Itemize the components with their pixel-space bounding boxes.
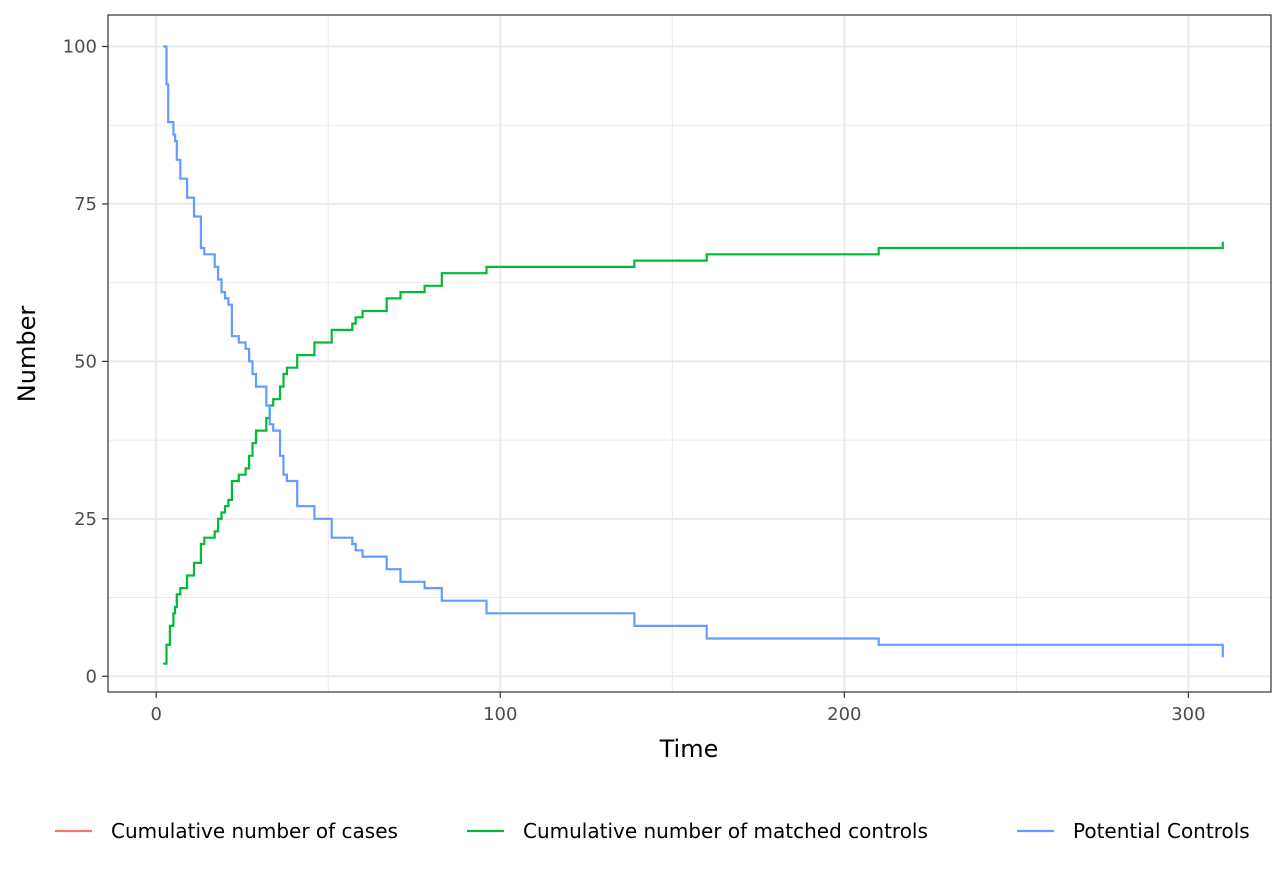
plot-panel-border [107, 14, 1272, 693]
major-gridlines [108, 15, 1271, 692]
y-tick-label: 50 [74, 351, 97, 372]
y-axis-ticks: 0 25 50 75 100 [63, 36, 108, 687]
x-tick-label: 0 [150, 704, 161, 725]
x-axis-title: Time [659, 735, 719, 763]
y-axis-title: Number [13, 306, 41, 403]
series-line-2 [163, 45, 1224, 658]
minor-gridlines [108, 15, 1271, 692]
x-tick-label: 100 [483, 704, 517, 725]
x-tick-label: 200 [827, 704, 861, 725]
x-tick-label: 300 [1171, 704, 1205, 725]
series-lines [163, 45, 1224, 665]
legend-label-2: Potential Controls [1073, 819, 1250, 843]
legend-label-0: Cumulative number of cases [111, 819, 398, 843]
y-tick-label: 0 [86, 666, 97, 687]
y-tick-label: 75 [74, 194, 97, 215]
legend: Cumulative number of cases Cumulative num… [55, 819, 1250, 843]
series-line-1 [163, 241, 1224, 665]
x-axis-ticks: 0 100 200 300 [150, 692, 1206, 725]
y-tick-label: 100 [63, 36, 97, 57]
legend-label-1: Cumulative number of matched controls [523, 819, 928, 843]
y-tick-label: 25 [74, 509, 97, 530]
